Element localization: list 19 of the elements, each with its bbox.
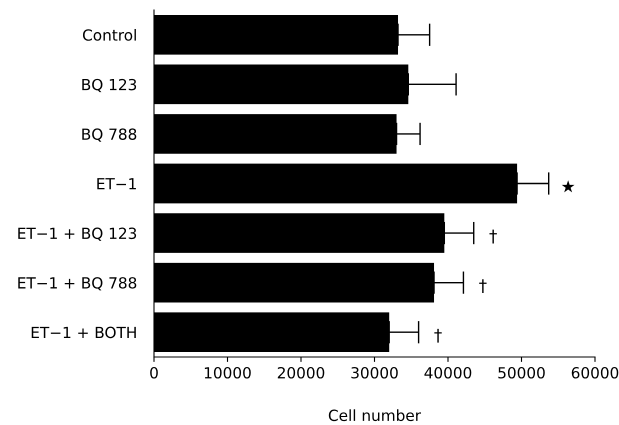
x-tick-label: 60000 <box>572 366 618 379</box>
x-tick-label: 40000 <box>424 366 472 379</box>
annotation: † <box>479 279 487 294</box>
y-tick-label: Control <box>82 28 136 41</box>
y-tick-label: BQ 788 <box>82 128 136 142</box>
y-tick-label: ET−1 + BOTH <box>32 326 136 338</box>
x-axis-title: Cell number <box>328 409 422 422</box>
annotation: † <box>489 230 497 244</box>
x-tick-label: 0 <box>150 366 158 379</box>
annotation: † <box>434 328 442 343</box>
x-tick-label: 10000 <box>204 366 251 379</box>
y-tick-label: BQ 123 <box>82 78 136 92</box>
annotation: ★ <box>562 180 575 192</box>
y-tick-label: ET−1 <box>97 178 136 190</box>
x-tick-label: 50000 <box>498 366 545 379</box>
y-tick-label: ET−1 + BQ 788 <box>18 277 136 290</box>
x-tick-label: 30000 <box>351 366 398 379</box>
x-tick-label: 20000 <box>278 366 324 379</box>
y-tick-label: ET−1 + BQ 123 <box>18 228 136 241</box>
